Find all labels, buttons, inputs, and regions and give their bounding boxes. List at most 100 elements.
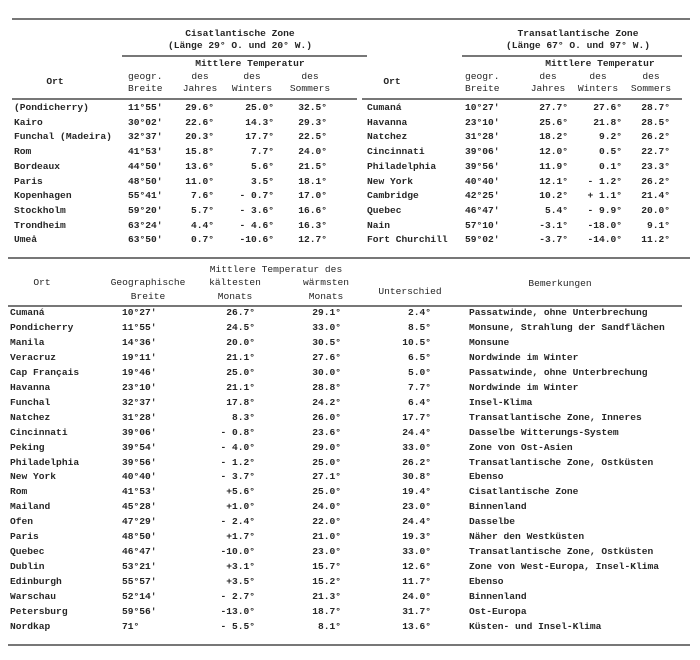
bottom-row-breite: 19°11': [122, 351, 157, 363]
bottom-row-warm: 24.2°: [312, 396, 341, 408]
left-row-cell: 15.8°: [185, 146, 214, 158]
bottom-row-kalt: +1.0°: [226, 501, 255, 513]
top-rule: [12, 18, 690, 20]
bottom-row-unterschied: 5.0°: [407, 366, 431, 378]
right-row-place: Fort Churchill: [367, 234, 448, 246]
right-row-place: Nain: [367, 219, 391, 231]
bottom-row-breite: 19°46': [122, 366, 157, 378]
left-zone-title: Cisatlantische Zone: [185, 28, 295, 39]
right-row-cell: 20.0°: [641, 204, 670, 216]
bottom-row-kalt: - 5.5°: [220, 620, 255, 632]
bottom-row-bemerkung: Passatwinde, ohne Unterbrechung: [469, 307, 648, 318]
bottom-row-bemerkung: Ebenso: [469, 576, 504, 588]
left-col-header: des: [191, 71, 209, 82]
bottom-row-breite: 59°56': [122, 606, 157, 617]
bottom-row-bemerkung: Küsten- und Insel-Klima: [469, 620, 602, 632]
bottom-row-unterschied: 33.0°: [402, 441, 431, 453]
left-row-cell: 17.7°: [245, 131, 274, 143]
right-row-cell: 23°10': [465, 116, 500, 128]
left-row-cell: 32.5°: [298, 102, 327, 113]
bottom-row-place: Quebec: [10, 546, 45, 558]
bottom-row-warm: 8.1°: [317, 620, 341, 632]
left-row-cell: 4.4°: [190, 219, 214, 231]
right-row-cell: - 1.2°: [587, 175, 622, 187]
bottom-row-breite: 71°: [122, 620, 140, 632]
bottom-row-warm: 24.0°: [312, 501, 341, 513]
bottom-row-place: Petersburg: [10, 606, 68, 617]
left-row-cell: 16.6°: [298, 204, 327, 216]
bottom-row-kalt: - 3.7°: [220, 471, 255, 483]
bottom-row-bemerkung: Ost-Europa: [469, 606, 527, 617]
right-row-cell: 10.2°: [539, 190, 568, 202]
left-row-cell: 16.3°: [298, 219, 327, 231]
left-row-cell: 7.6°: [190, 190, 214, 202]
bottom-row-breite: 31°28': [122, 411, 157, 423]
bottom-row-unterschied: 8.5°: [407, 321, 431, 333]
right-col-header: Sommers: [630, 83, 672, 94]
bottom-row-place: Cincinnati: [10, 426, 68, 438]
right-row-place: Cincinnati: [367, 146, 425, 158]
bottom-row-bemerkung: Transatlantische Zone, Ostküsten: [469, 546, 654, 558]
bottom-row-place: Pondicherry: [10, 321, 74, 333]
bottom-row-kalt: - 2.4°: [220, 516, 255, 528]
right-col-header: des: [589, 71, 607, 82]
bottom-rule: [8, 644, 690, 646]
bottom-row-place: Peking: [10, 441, 45, 453]
bottom-row-bemerkung: Dasselbe: [469, 516, 516, 528]
left-row-cell: - 3.6°: [239, 204, 274, 216]
left-row-cell: 29.6°: [185, 102, 214, 113]
bottom-row-kalt: +3.5°: [226, 576, 255, 588]
left-row-cell: 12.7°: [298, 234, 327, 246]
bottom-row-kalt: 26.7°: [226, 307, 255, 318]
bottom-row-kalt: 20.0°: [226, 336, 255, 348]
right-row-cell: 57°10': [465, 219, 500, 231]
left-row-place: Trondheim: [14, 219, 66, 231]
bottom-row-bemerkung: Zone von West-Europa, Insel-Klima: [469, 561, 659, 573]
right-row-cell: 39°56': [465, 160, 500, 172]
bottom-row-warm: 27.1°: [312, 471, 341, 483]
section-rule: [8, 257, 690, 259]
bottom-row-breite: 23°10': [122, 381, 157, 393]
right-row-cell: 27.6°: [593, 102, 622, 113]
right-row-cell: 12.1°: [539, 175, 568, 187]
left-row-place: Bordeaux: [14, 160, 61, 172]
bottom-row-kalt: 21.1°: [226, 351, 255, 363]
left-row-cell: 14.3°: [245, 116, 274, 128]
bottom-row-breite: 52°14': [122, 591, 157, 603]
bottom-header-underline: [8, 305, 682, 307]
right-row-cell: 46°47': [465, 204, 500, 216]
right-row-cell: 25.6°: [539, 116, 568, 128]
right-col-header: des: [539, 71, 557, 82]
left-row-cell: 22.5°: [298, 131, 327, 143]
bottom-row-unterschied: 26.2°: [402, 456, 431, 468]
left-row-cell: 44°50': [128, 160, 163, 172]
bottom-kalt-header: Monats: [217, 291, 253, 302]
left-row-place: Paris: [14, 175, 43, 187]
right-row-place: Quebec: [367, 204, 402, 216]
bottom-row-place: Nordkap: [10, 620, 51, 632]
bottom-row-unterschied: 12.6°: [402, 561, 431, 573]
bottom-row-kalt: 21.1°: [226, 381, 255, 393]
bottom-row-warm: 25.0°: [312, 456, 341, 468]
left-row-cell: 17.0°: [298, 190, 327, 202]
bottom-row-warm: 30.0°: [312, 366, 341, 378]
bottom-row-kalt: - 0.8°: [220, 426, 255, 438]
bottom-row-breite: 53°21': [122, 561, 157, 573]
left-row-cell: 63°24': [128, 219, 163, 231]
bottom-row-unterschied: 23.0°: [402, 501, 431, 513]
bottom-row-warm: 21.3°: [312, 591, 341, 603]
right-zone-title: Transatlantische Zone: [517, 28, 639, 39]
right-row-place: Natchez: [367, 131, 408, 143]
bottom-row-place: Dublin: [10, 561, 45, 573]
bottom-row-place: Veracruz: [10, 351, 57, 363]
bottom-row-bemerkung: Binnenland: [469, 591, 527, 603]
right-row-place: Philadelphia: [367, 160, 437, 172]
bottom-row-bemerkung: Transatlantische Zone, Ostküsten: [469, 456, 654, 468]
bottom-row-warm: 23.6°: [312, 426, 341, 438]
right-group-header: Mittlere Temperatur: [545, 58, 655, 69]
bottom-row-place: Philadelphia: [10, 456, 80, 468]
bottom-row-warm: 25.0°: [312, 486, 341, 498]
bottom-row-unterschied: 6.5°: [407, 351, 431, 363]
bottom-row-unterschied: 11.7°: [402, 576, 431, 588]
bottom-row-kalt: 24.5°: [226, 321, 255, 333]
